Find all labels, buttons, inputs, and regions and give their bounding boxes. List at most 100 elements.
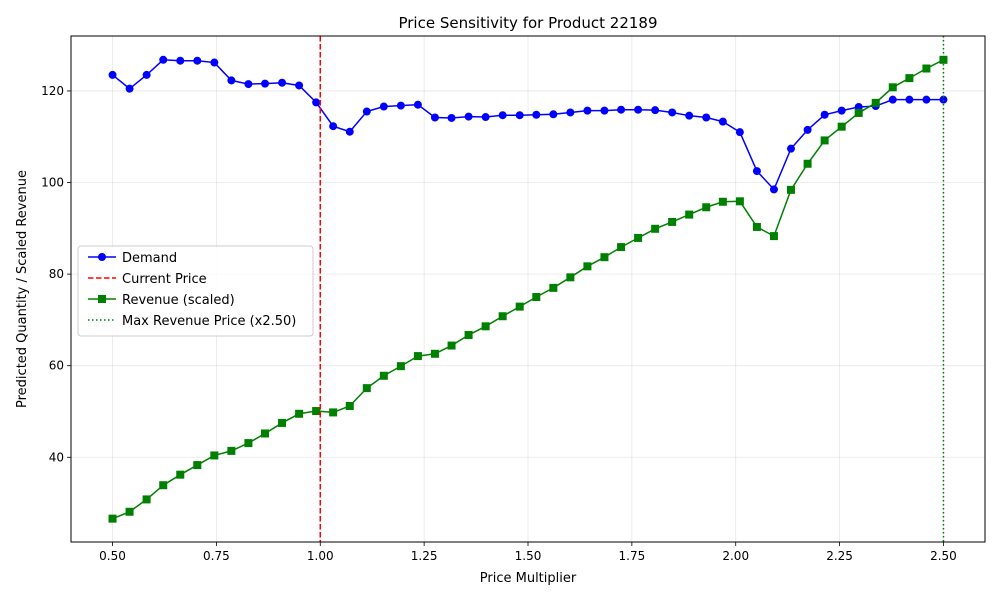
demand-point: [786, 144, 795, 153]
revenue-scaled-point: [142, 495, 151, 504]
series-revenue-scaled: [108, 55, 948, 523]
y-tick-label: 100: [41, 176, 64, 190]
demand-point: [108, 70, 117, 79]
y-axis-label: Predicted Quantity / Scaled Revenue: [15, 170, 30, 408]
demand-point: [617, 105, 626, 114]
revenue-scaled-point: [922, 64, 931, 73]
revenue-scaled-point: [600, 253, 609, 262]
y-tick-label: 120: [41, 84, 64, 98]
legend: Demand Current Price Revenue (scaled) Ma…: [77, 245, 314, 337]
revenue-scaled-point: [295, 409, 304, 418]
revenue-scaled-point: [905, 74, 914, 83]
x-tick-label: 2.25: [826, 549, 853, 563]
demand-point: [278, 78, 287, 87]
demand-point: [803, 125, 812, 134]
reference-lines: [319, 36, 945, 542]
x-tick-label: 1.25: [411, 549, 438, 563]
demand-point: [888, 95, 897, 104]
y-axis-ticks: 40 60 80 100 120: [41, 84, 71, 464]
x-tick-label: 1.75: [619, 549, 646, 563]
demand-point: [362, 107, 371, 116]
demand-point: [566, 108, 575, 117]
revenue-scaled-point: [515, 302, 524, 311]
demand-point: [447, 113, 456, 122]
revenue-scaled-point: [769, 232, 778, 241]
legend-label-demand: Demand: [122, 251, 177, 266]
demand-point: [939, 95, 948, 104]
revenue-scaled-point: [871, 98, 880, 107]
demand-point: [210, 58, 219, 67]
revenue-scaled-point: [210, 451, 219, 460]
revenue-scaled-point: [583, 262, 592, 271]
revenue-scaled-point: [786, 185, 795, 194]
demand-point: [532, 110, 541, 119]
revenue-scaled-point: [193, 461, 202, 470]
demand-point: [159, 55, 168, 64]
chart-title: Price Sensitivity for Product 22189: [398, 14, 657, 32]
legend-item-revenue: Revenue (scaled): [88, 293, 235, 308]
demand-point: [668, 108, 677, 117]
revenue-scaled-point: [668, 217, 677, 226]
demand-point: [718, 117, 727, 126]
revenue-scaled-point: [362, 384, 371, 393]
revenue-scaled-point: [430, 349, 439, 358]
revenue-scaled-point: [125, 507, 134, 516]
demand-point: [752, 167, 761, 176]
demand-point: [905, 95, 914, 104]
revenue-scaled-point: [854, 108, 863, 117]
legend-item-max-revenue-price: Max Revenue Price (x2.50): [88, 314, 296, 329]
x-tick-label: 2.00: [722, 549, 749, 563]
x-axis-label: Price Multiplier: [480, 571, 577, 586]
demand-point: [142, 70, 151, 79]
legend-box: [77, 245, 314, 337]
revenue-scaled-point: [464, 331, 473, 340]
legend-item-demand: Demand: [88, 251, 177, 266]
revenue-scaled-point: [244, 439, 253, 448]
demand-point: [702, 113, 711, 122]
demand-point: [261, 79, 270, 88]
revenue-scaled-point: [651, 224, 660, 233]
revenue-scaled-point: [312, 407, 321, 416]
demand-point: [413, 100, 422, 109]
demand-point: [345, 127, 354, 136]
demand-point: [837, 106, 846, 115]
demand-point: [769, 185, 778, 194]
y-tick-label: 40: [49, 450, 64, 464]
revenue-scaled-point: [481, 322, 490, 331]
demand-point: [600, 106, 609, 115]
demand-point: [651, 106, 660, 115]
legend-label-current-price: Current Price: [122, 272, 207, 287]
revenue-scaled-point: [498, 312, 507, 321]
revenue-scaled-point: [108, 514, 117, 523]
demand-point: [481, 113, 490, 122]
demand-point: [820, 110, 829, 119]
revenue-scaled-point: [176, 470, 185, 479]
revenue-scaled-point: [329, 408, 338, 417]
revenue-scaled-point: [888, 83, 897, 92]
revenue-scaled-point: [566, 273, 575, 282]
legend-item-current-price: Current Price: [88, 272, 207, 287]
revenue-scaled-point: [702, 203, 711, 212]
x-tick-label: 1.00: [307, 549, 334, 563]
revenue-scaled-point: [939, 55, 948, 64]
demand-point: [685, 111, 694, 120]
revenue-scaled-point: [634, 233, 643, 242]
series-layer: [108, 55, 948, 523]
demand-point: [125, 84, 134, 93]
revenue-scaled-point: [227, 446, 236, 455]
revenue-scaled-point: [159, 481, 168, 490]
demand-point: [193, 56, 202, 65]
revenue-scaled-point: [379, 371, 388, 380]
x-tick-label: 0.50: [99, 549, 126, 563]
demand-point: [498, 111, 507, 120]
revenue-scaled-point: [396, 362, 405, 371]
revenue-scaled-point: [447, 341, 456, 350]
demand-point: [176, 56, 185, 65]
demand-point: [396, 101, 405, 110]
revenue-scaled-point: [413, 352, 422, 361]
revenue-scaled-point: [549, 283, 558, 292]
demand-point: [583, 106, 592, 115]
demand-point: [549, 110, 558, 119]
revenue-scaled-point: [752, 222, 761, 231]
